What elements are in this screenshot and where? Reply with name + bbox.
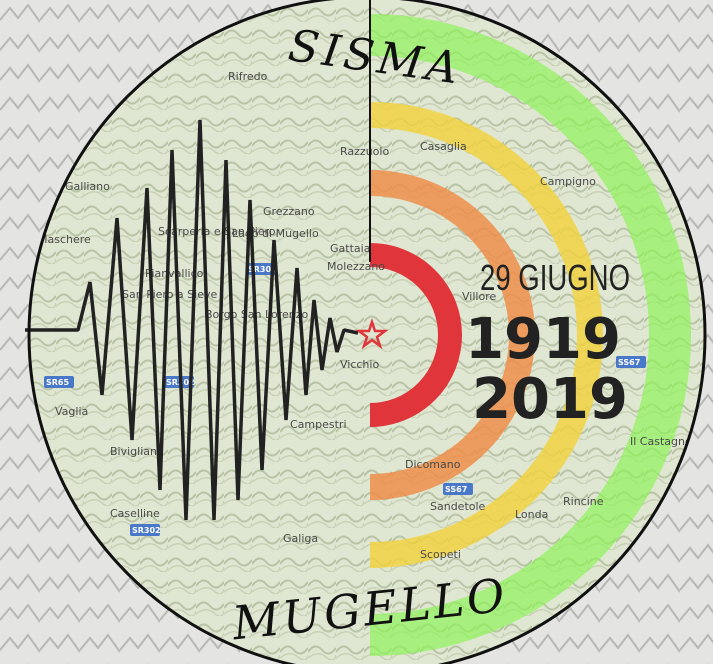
map-label: Gattaia [330, 242, 370, 255]
map-label: San Piero a Sieve [122, 288, 217, 301]
map-label: Pianvallico [145, 267, 204, 280]
map-label: Maschere [38, 233, 91, 246]
map-label: Rincine [563, 495, 604, 508]
map-label: Lago di Mugello [232, 227, 319, 240]
map-label: Villore [462, 290, 496, 303]
road-sign [130, 524, 160, 536]
road-sign [164, 376, 194, 388]
epicenter-star [355, 318, 389, 350]
map-label: Razzuolo [340, 145, 389, 158]
map-label: Bivigliano [110, 445, 164, 458]
map-label: Caselline [110, 507, 160, 520]
road-label: SS67 [445, 485, 467, 494]
ring-green [369, 14, 691, 656]
map-label: Scarperia e San Piero [158, 225, 276, 238]
map-label: Molezzano [327, 260, 385, 273]
road-label: SS67 [618, 358, 640, 367]
map-label: Campestri [290, 418, 347, 431]
map-label: Galiga [283, 532, 318, 545]
road-sign [44, 376, 74, 388]
map-label: Galliano [65, 180, 110, 193]
ring-red [369, 243, 462, 427]
rings [369, 14, 691, 656]
ring-yellow [369, 102, 603, 568]
map-label: Dicomano [405, 458, 461, 471]
map-label: Vaglia [55, 405, 88, 418]
road-label: SR301 [248, 265, 277, 274]
map-label: Londa [515, 508, 548, 521]
map-label: Scopeti [420, 548, 461, 561]
year: 1919 [465, 307, 621, 372]
map-label: Casaglia [420, 140, 467, 153]
map-label: Rifredo [228, 70, 268, 83]
road-label: SR302 [132, 526, 161, 535]
year: 2019 [472, 367, 628, 432]
map-label: Vicchio [340, 358, 379, 371]
map-label: Grezzano [263, 205, 315, 218]
road-label: SR65 [46, 378, 69, 387]
date: 29 GIUGNO [480, 257, 630, 298]
map-label: Sandetole [430, 500, 486, 513]
road-sign [616, 356, 646, 368]
border [27, 0, 707, 664]
map-label: Campigno [540, 175, 596, 188]
map-labels: Rifredo Razzuolo Casaglia Campigno Galliano G… [38, 70, 705, 561]
road-sign [443, 483, 473, 495]
seismograph [25, 119, 359, 521]
ring-orange [369, 170, 535, 500]
